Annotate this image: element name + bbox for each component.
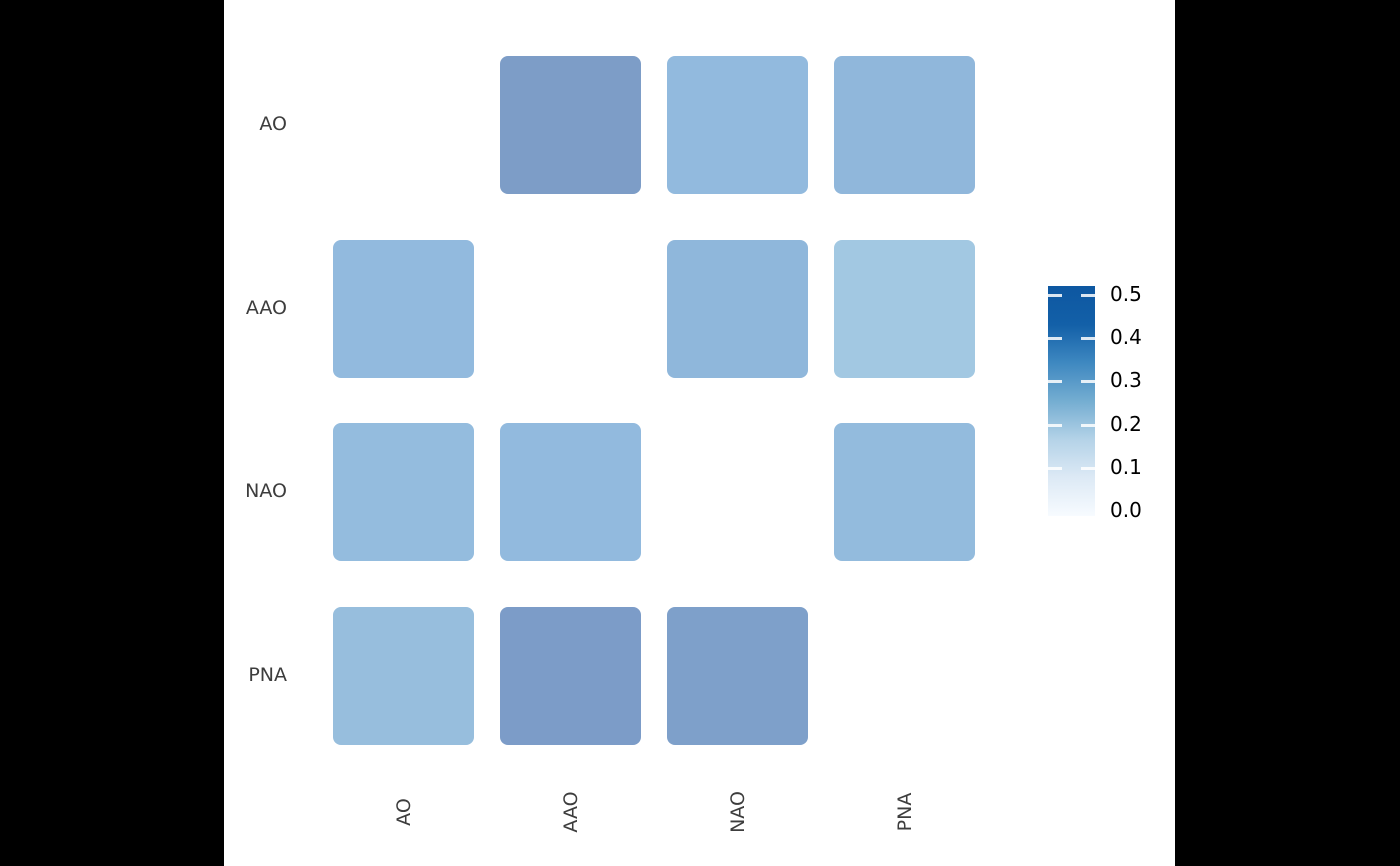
x-axis-label: AO [392, 798, 415, 826]
colorbar-tick [1048, 423, 1062, 427]
colorbar-tick [1081, 337, 1095, 341]
plot-panel: AO AAO NAO PNA AO AAO NAO PNA 0.5 0.4 0.3 0.2 0.1 0… [224, 0, 1175, 866]
colorbar-tick [1048, 294, 1062, 297]
colorbar-tick-label: 0.2 [1110, 411, 1142, 436]
y-axis-label: PNA [248, 664, 287, 686]
colorbar-tick-label: 0.0 [1110, 498, 1142, 522]
heatmap-cell [500, 56, 641, 194]
heatmap-cell [667, 240, 808, 378]
x-axis-label: NAO [726, 791, 749, 833]
colorbar-tick-label: 0.3 [1110, 368, 1142, 393]
heatmap-cell [500, 423, 641, 561]
x-axis-label: AAO [559, 791, 582, 833]
colorbar-tick [1081, 294, 1095, 297]
colorbar-tick-label: 0.4 [1110, 325, 1142, 350]
colorbar-tick [1048, 466, 1062, 470]
colorbar-tick-label: 0.1 [1110, 454, 1142, 479]
heatmap-cell [667, 56, 808, 194]
heatmap-cell [333, 240, 474, 378]
colorbar-tick [1081, 380, 1095, 384]
heatmap-cell [834, 240, 975, 378]
heatmap-cell [834, 423, 975, 561]
heatmap-cell [333, 423, 474, 561]
colorbar [1048, 286, 1095, 516]
colorbar-tick [1081, 466, 1095, 470]
heatmap-cell [667, 607, 808, 745]
heatmap-cell [500, 607, 641, 745]
colorbar-tick [1081, 423, 1095, 427]
y-axis-label: AAO [245, 297, 287, 319]
heatmap-cell [333, 607, 474, 745]
y-axis-label: NAO [245, 480, 287, 502]
colorbar-tick [1048, 380, 1062, 384]
colorbar-tick [1048, 337, 1062, 341]
x-axis-label: PNA [893, 792, 916, 832]
y-axis-label: AO [259, 113, 287, 135]
heatmap-cell [834, 56, 975, 194]
colorbar-tick-label: 0.5 [1110, 282, 1142, 306]
